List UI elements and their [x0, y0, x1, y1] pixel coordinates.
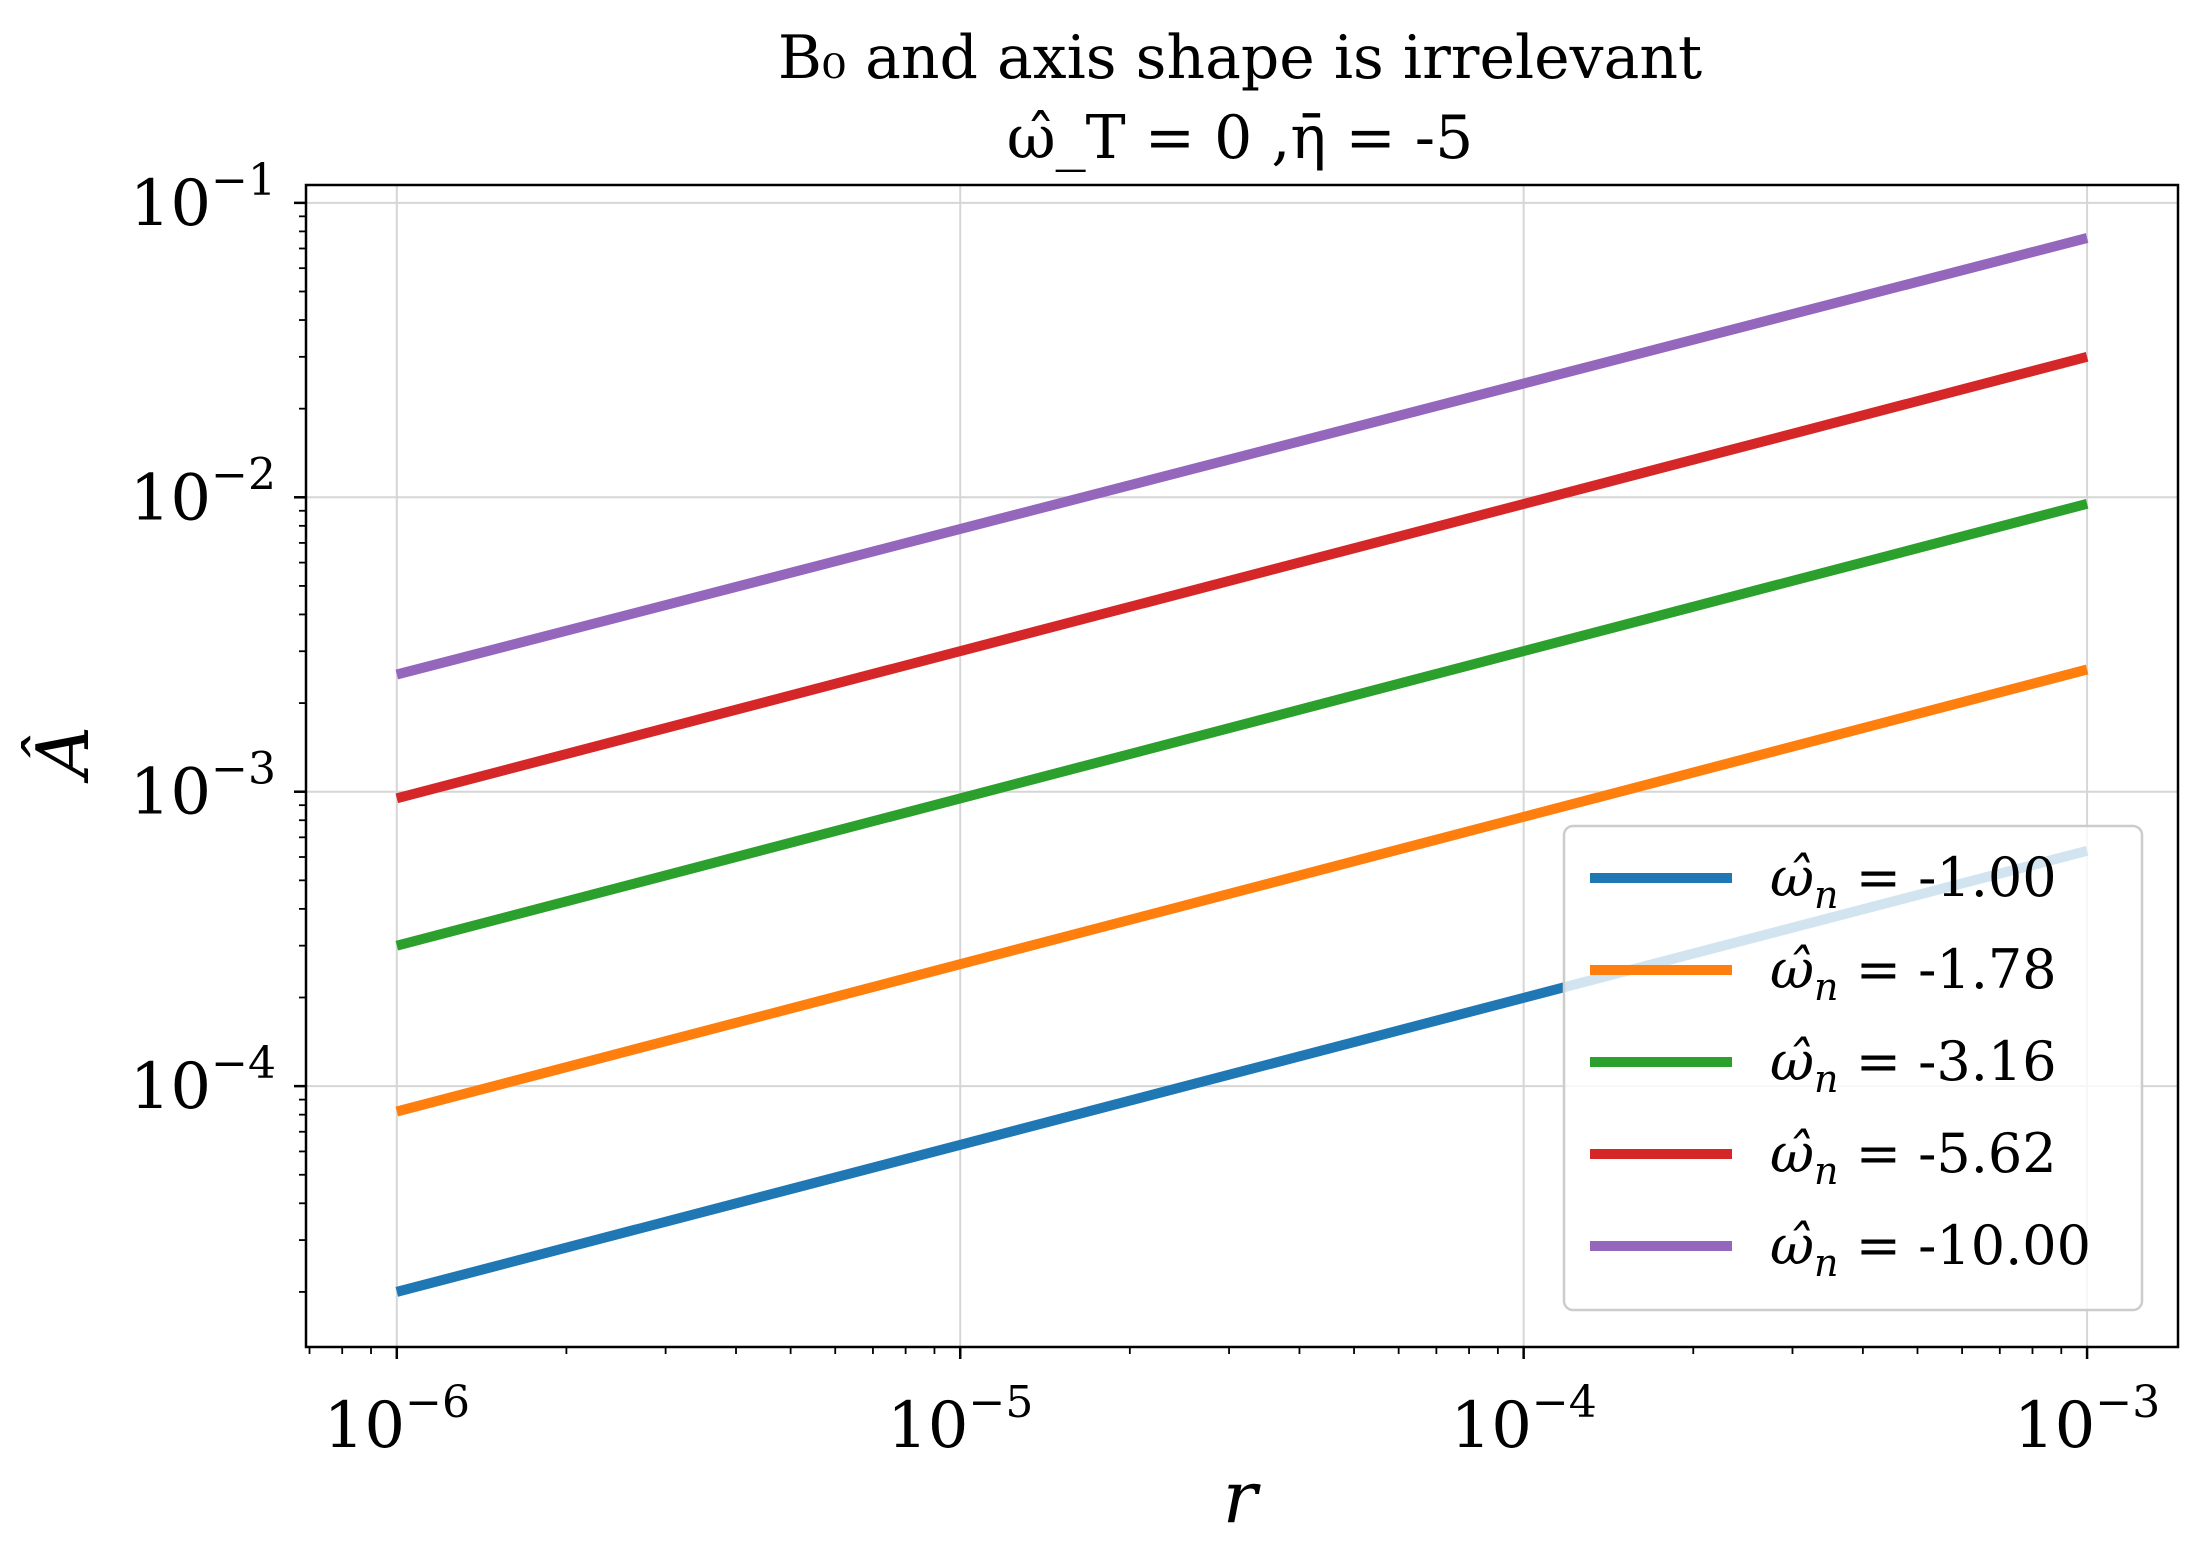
y-tick-label: 10−3	[130, 744, 276, 830]
x-tick-label: 10−5	[887, 1377, 1033, 1463]
y-axis-label: Â	[20, 726, 105, 784]
series-line-2	[395, 664, 2089, 1117]
plot-frame	[304, 183, 2180, 1349]
series-line-3	[395, 498, 2089, 951]
y-tick-label: 10−2	[130, 449, 276, 535]
legend-label-4: ω̂n = -5.62	[1770, 1122, 2057, 1193]
x-tick-label: 10−6	[324, 1377, 470, 1463]
axis-ticks	[294, 201, 2089, 1359]
legend-label-1: ω̂n = -1.00	[1770, 846, 2057, 917]
legend-box	[1562, 824, 2144, 1312]
series-line-4	[395, 351, 2089, 804]
x-tick-label: 10−3	[2014, 1377, 2160, 1463]
chart-title-line2: ω̂_T = 0 ,η̄ = -5	[1007, 103, 1474, 173]
tick-labels: 10−6 10−5 10−4 10−3 10−4 10−3 10−2 10−1	[130, 155, 2161, 1463]
legend-label-3: ω̂n = -3.16	[1770, 1030, 2057, 1101]
chart-title-line1: B₀ and axis shape is irrelevant	[778, 23, 1702, 93]
legend: ω̂n = -1.00 ω̂n = -1.78 ω̂n = -3.16 ω̂n = -…	[1562, 824, 2144, 1312]
legend-label-5: ω̂n = -10.00	[1770, 1214, 2091, 1285]
legend-label-2: ω̂n = -1.78	[1770, 938, 2057, 1009]
x-axis-label: r	[1223, 1455, 1261, 1539]
y-tick-label: 10−4	[130, 1038, 276, 1124]
series-line-5	[395, 233, 2089, 680]
x-tick-label: 10−4	[1450, 1377, 1596, 1463]
y-tick-label: 10−1	[130, 155, 276, 241]
